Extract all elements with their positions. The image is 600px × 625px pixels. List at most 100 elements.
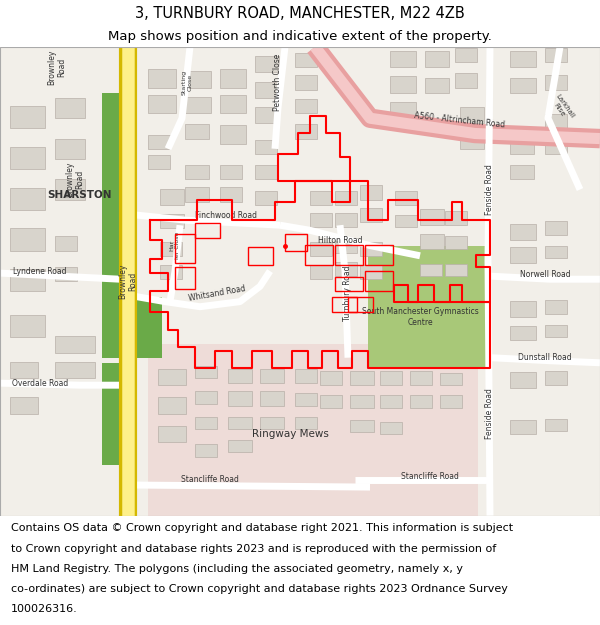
Bar bbox=[55, 336, 95, 352]
Bar bbox=[255, 165, 277, 179]
Bar bbox=[228, 417, 252, 429]
Bar bbox=[545, 419, 567, 431]
Text: SHARSTON: SHARSTON bbox=[48, 189, 112, 199]
Text: Hilton Road: Hilton Road bbox=[318, 236, 362, 245]
Bar bbox=[425, 79, 449, 92]
Bar bbox=[160, 265, 182, 279]
Bar bbox=[360, 241, 382, 256]
Bar bbox=[255, 191, 277, 205]
Text: HM Land Registry. The polygons (including the associated geometry, namely x, y: HM Land Registry. The polygons (includin… bbox=[11, 564, 463, 574]
Bar bbox=[305, 244, 333, 265]
Bar bbox=[440, 396, 462, 408]
Bar bbox=[195, 391, 217, 404]
Bar bbox=[510, 79, 536, 92]
Bar bbox=[160, 214, 184, 228]
Bar bbox=[185, 124, 209, 139]
Bar bbox=[510, 247, 536, 263]
Text: 100026316.: 100026316. bbox=[11, 604, 77, 614]
Text: Turnbury Road: Turnbury Road bbox=[343, 266, 353, 321]
Bar bbox=[545, 139, 567, 154]
Bar bbox=[310, 241, 332, 256]
Bar bbox=[335, 213, 357, 228]
Bar bbox=[55, 236, 77, 251]
Text: Larkhall
Rise: Larkhall Rise bbox=[548, 93, 575, 123]
Bar bbox=[148, 95, 176, 113]
Text: Finchwood Road: Finchwood Road bbox=[195, 211, 257, 219]
Bar bbox=[102, 362, 120, 464]
Bar bbox=[410, 396, 432, 408]
Bar bbox=[10, 362, 38, 378]
Text: 3, TURNBURY ROAD, MANCHESTER, M22 4ZB: 3, TURNBURY ROAD, MANCHESTER, M22 4ZB bbox=[135, 6, 465, 21]
Bar bbox=[55, 179, 85, 200]
Bar bbox=[350, 396, 374, 408]
Bar bbox=[380, 371, 402, 385]
Bar bbox=[348, 296, 373, 312]
Bar bbox=[310, 265, 332, 279]
Text: Whitsand Road: Whitsand Road bbox=[188, 284, 247, 303]
Bar bbox=[360, 265, 382, 279]
Bar bbox=[455, 73, 477, 88]
Bar bbox=[365, 244, 393, 265]
Bar bbox=[10, 228, 45, 251]
Bar bbox=[545, 246, 567, 258]
Bar bbox=[295, 76, 317, 89]
Bar bbox=[510, 372, 536, 388]
Text: Har
ier Close: Har ier Close bbox=[170, 232, 181, 259]
Bar bbox=[410, 371, 432, 385]
Bar bbox=[195, 444, 217, 456]
Bar bbox=[175, 234, 195, 263]
Bar bbox=[295, 417, 317, 429]
Bar bbox=[425, 51, 449, 68]
Bar bbox=[102, 92, 120, 317]
Bar bbox=[255, 81, 279, 98]
Text: Brownley
Road: Brownley Road bbox=[65, 162, 85, 197]
Bar bbox=[148, 155, 170, 169]
Bar bbox=[380, 422, 402, 434]
Text: Stancliffe Road: Stancliffe Road bbox=[181, 476, 239, 484]
Bar bbox=[255, 139, 277, 154]
Bar bbox=[310, 191, 332, 205]
Bar bbox=[395, 215, 417, 227]
Text: Ringway Mews: Ringway Mews bbox=[251, 429, 328, 439]
Bar bbox=[440, 373, 462, 385]
Bar bbox=[390, 76, 416, 92]
Bar bbox=[335, 191, 357, 205]
Bar bbox=[148, 134, 170, 149]
Bar bbox=[195, 223, 220, 239]
Bar bbox=[10, 315, 45, 338]
Bar bbox=[220, 188, 242, 202]
Bar bbox=[248, 247, 273, 265]
Bar bbox=[350, 420, 374, 432]
Bar bbox=[55, 362, 95, 378]
Bar bbox=[185, 71, 211, 88]
Text: Norwell Road: Norwell Road bbox=[520, 269, 571, 279]
Bar bbox=[220, 69, 246, 88]
Bar bbox=[160, 241, 182, 256]
Bar bbox=[148, 69, 176, 88]
Bar bbox=[545, 48, 567, 62]
Bar bbox=[335, 277, 363, 291]
Text: co-ordinates) are subject to Crown copyright and database rights 2023 Ordnance S: co-ordinates) are subject to Crown copyr… bbox=[11, 584, 508, 594]
Bar bbox=[360, 186, 382, 200]
Bar bbox=[255, 56, 279, 72]
Bar bbox=[420, 209, 444, 225]
Bar bbox=[335, 262, 357, 276]
Bar bbox=[510, 224, 536, 241]
Bar bbox=[510, 139, 534, 154]
Bar bbox=[395, 191, 417, 205]
Text: Fenside Road: Fenside Road bbox=[485, 388, 494, 439]
Bar bbox=[335, 239, 357, 252]
Bar bbox=[195, 417, 217, 429]
Bar bbox=[390, 51, 416, 68]
Bar bbox=[102, 296, 162, 358]
Bar bbox=[545, 299, 567, 314]
Bar bbox=[260, 391, 284, 406]
Bar bbox=[228, 391, 252, 406]
Bar bbox=[510, 301, 536, 317]
Bar bbox=[295, 369, 317, 383]
Bar bbox=[228, 440, 252, 452]
Text: Stancliffe Road: Stancliffe Road bbox=[401, 472, 459, 481]
Bar bbox=[195, 366, 217, 378]
Bar bbox=[160, 189, 184, 205]
Bar bbox=[445, 211, 467, 225]
